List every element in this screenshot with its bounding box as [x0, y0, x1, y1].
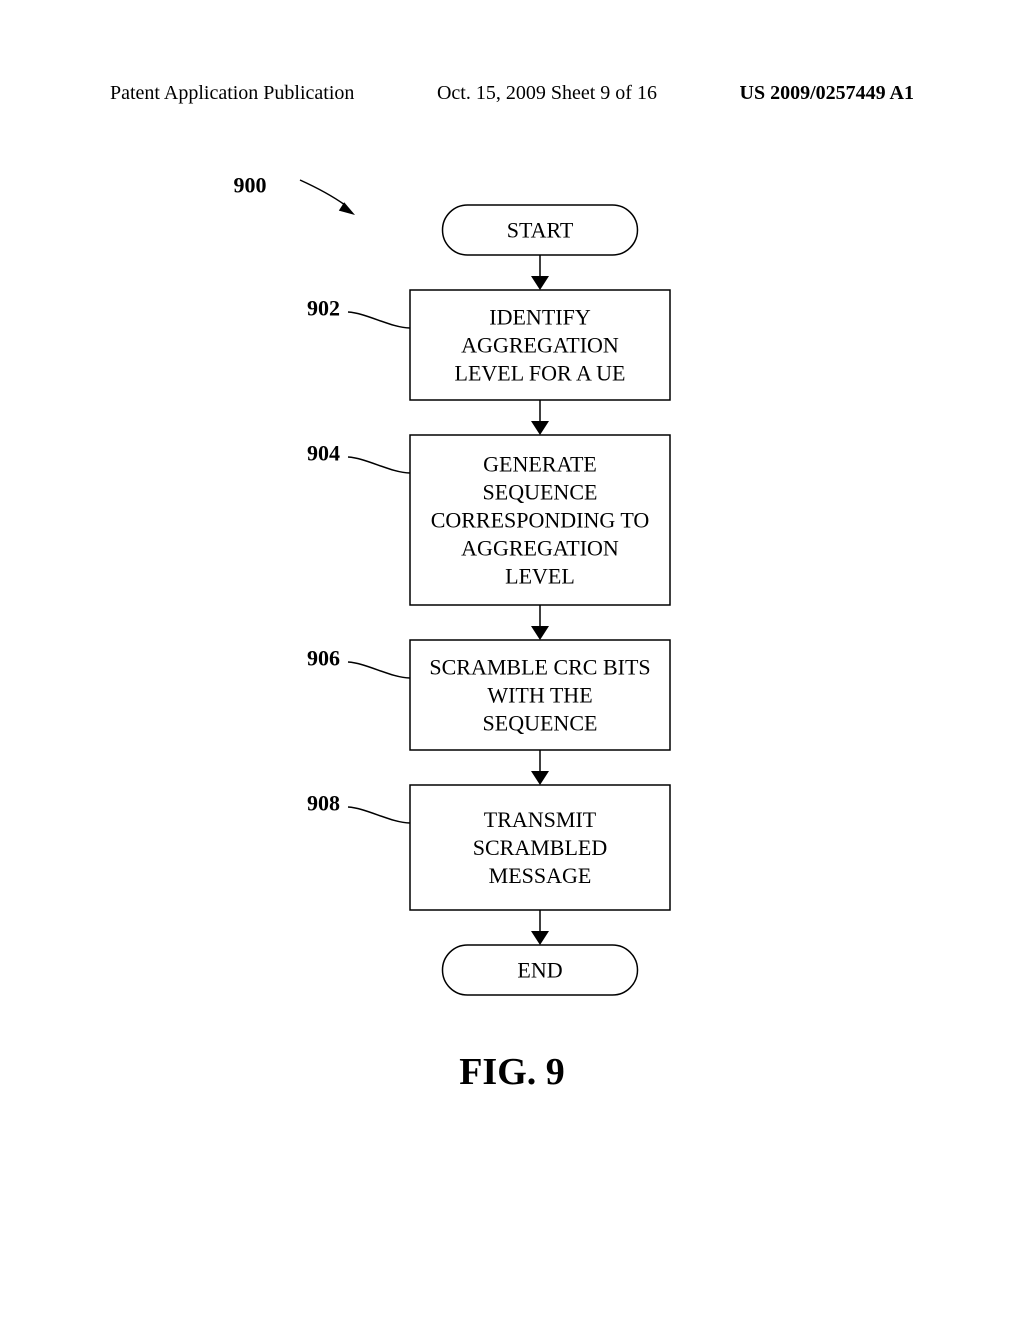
header-mid: Oct. 15, 2009 Sheet 9 of 16	[437, 82, 657, 105]
svg-text:AGGREGATION: AGGREGATION	[461, 536, 619, 561]
svg-text:LEVEL: LEVEL	[505, 564, 575, 589]
svg-text:906: 906	[307, 646, 340, 671]
svg-text:IDENTIFY: IDENTIFY	[489, 305, 591, 330]
svg-text:MESSAGE: MESSAGE	[489, 863, 592, 888]
flowchart: 900 START IDENTIFY AGGREGATION LEVEL FOR A U…	[0, 150, 1024, 1030]
svg-text:908: 908	[307, 791, 340, 816]
svg-text:SEQUENCE: SEQUENCE	[483, 480, 598, 505]
svg-text:SCRAMBLED: SCRAMBLED	[473, 835, 607, 860]
svg-text:SEQUENCE: SEQUENCE	[483, 711, 598, 736]
svg-text:LEVEL FOR A UE: LEVEL FOR A UE	[455, 361, 626, 386]
svg-text:WITH THE: WITH THE	[487, 683, 592, 708]
flowchart-container: 900 START IDENTIFY AGGREGATION LEVEL FOR A U…	[0, 150, 1024, 1035]
svg-text:904: 904	[307, 441, 340, 466]
header-left: Patent Application Publication	[110, 82, 354, 105]
svg-text:GENERATE: GENERATE	[483, 452, 597, 477]
svg-text:CORRESPONDING TO: CORRESPONDING TO	[431, 508, 650, 533]
svg-text:902: 902	[307, 296, 340, 321]
svg-text:START: START	[507, 218, 574, 243]
svg-text:900: 900	[234, 173, 267, 198]
page-header: Patent Application Publication Oct. 15, …	[0, 82, 1024, 105]
svg-text:SCRAMBLE CRC BITS: SCRAMBLE CRC BITS	[429, 655, 650, 680]
svg-text:TRANSMIT: TRANSMIT	[484, 807, 597, 832]
figure-caption: FIG. 9	[0, 1050, 1024, 1094]
header-right: US 2009/0257449 A1	[740, 82, 914, 105]
svg-text:END: END	[517, 958, 562, 983]
svg-text:AGGREGATION: AGGREGATION	[461, 333, 619, 358]
